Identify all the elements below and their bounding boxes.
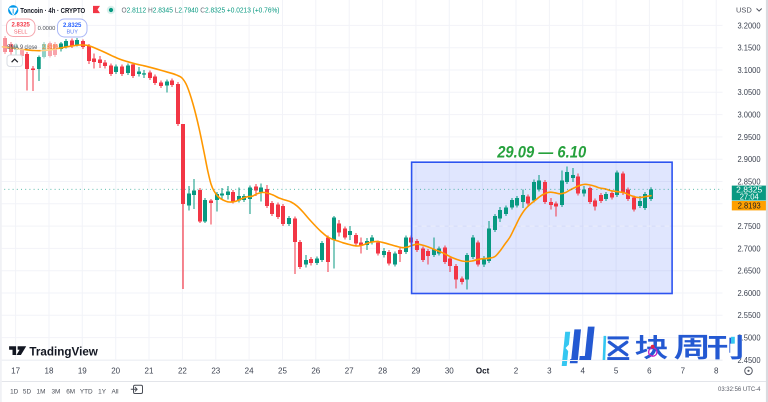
svg-text:6M: 6M (66, 389, 75, 396)
svg-text:YTD: YTD (80, 389, 93, 396)
svg-text:29.09 — 6.10: 29.09 — 6.10 (496, 143, 587, 161)
svg-text:SMA 9 close: SMA 9 close (7, 44, 38, 51)
svg-text:25: 25 (278, 367, 287, 376)
svg-text:28: 28 (378, 367, 387, 376)
svg-text:USD: USD (736, 5, 752, 14)
svg-text:19: 19 (78, 367, 87, 376)
svg-text:29: 29 (411, 367, 420, 376)
svg-text:3.0500: 3.0500 (738, 88, 762, 97)
svg-text:2.6000: 2.6000 (738, 289, 762, 298)
svg-text:TradingView: TradingView (29, 344, 98, 358)
svg-text:27: 27 (345, 367, 354, 376)
svg-text:2.8500: 2.8500 (738, 177, 762, 186)
svg-text:03:32:56 UTC-4: 03:32:56 UTC-4 (718, 386, 761, 393)
svg-text:1M: 1M (37, 389, 46, 396)
svg-text:2.8325: 2.8325 (736, 185, 762, 195)
svg-text:3M: 3M (51, 389, 60, 396)
svg-text:2.5500: 2.5500 (738, 311, 762, 320)
svg-text:2.8325: 2.8325 (63, 23, 82, 29)
svg-text:0.0000: 0.0000 (38, 26, 56, 32)
svg-text:3.2000: 3.2000 (738, 21, 762, 30)
svg-text:BUY: BUY (66, 30, 78, 36)
svg-text:30: 30 (445, 367, 454, 376)
svg-text:2.9500: 2.9500 (738, 133, 762, 142)
svg-text:2.7000: 2.7000 (738, 244, 762, 253)
svg-text:1Y: 1Y (98, 389, 107, 396)
svg-text:3.1000: 3.1000 (738, 66, 762, 75)
svg-text:2.6500: 2.6500 (738, 267, 762, 276)
svg-text:2.8325: 2.8325 (12, 23, 31, 29)
svg-text:2.8193: 2.8193 (738, 201, 761, 210)
svg-text:1D: 1D (10, 389, 19, 396)
svg-text:4: 4 (580, 367, 585, 376)
svg-text:All: All (111, 389, 118, 396)
svg-text:3.1500: 3.1500 (738, 44, 762, 53)
svg-text:Toncoin · 4h · CRYPTO: Toncoin · 4h · CRYPTO (20, 6, 85, 15)
svg-text:SELL: SELL (14, 29, 28, 35)
svg-text:17: 17 (11, 367, 20, 376)
svg-text:21: 21 (145, 367, 154, 376)
svg-text:2.9000: 2.9000 (738, 155, 762, 164)
svg-text:2: 2 (514, 367, 519, 376)
svg-text:22: 22 (178, 367, 187, 376)
svg-text:Oct: Oct (476, 367, 490, 376)
svg-text:6: 6 (647, 367, 652, 376)
svg-text:3.0000: 3.0000 (738, 111, 762, 120)
svg-text:8: 8 (714, 367, 719, 376)
svg-text:2.5000: 2.5000 (738, 334, 762, 343)
svg-text:7: 7 (681, 367, 686, 376)
svg-text:27:04: 27:04 (740, 193, 760, 202)
svg-text:20: 20 (111, 367, 120, 376)
svg-text:O2.8112 H2.8345 L2.7940 C2.832: O2.8112 H2.8345 L2.7940 C2.8325 +0.0213 … (122, 6, 280, 15)
svg-text:18: 18 (45, 367, 54, 376)
svg-text:2.8193: 2.8193 (42, 44, 58, 51)
svg-text:23: 23 (211, 367, 220, 376)
svg-text:26: 26 (311, 367, 320, 376)
svg-text:24: 24 (245, 367, 254, 376)
svg-text:3: 3 (547, 367, 552, 376)
svg-text:5: 5 (614, 367, 619, 376)
svg-text:5D: 5D (23, 389, 32, 396)
svg-text:2.7500: 2.7500 (738, 222, 762, 231)
svg-text:2.4500: 2.4500 (738, 356, 762, 365)
